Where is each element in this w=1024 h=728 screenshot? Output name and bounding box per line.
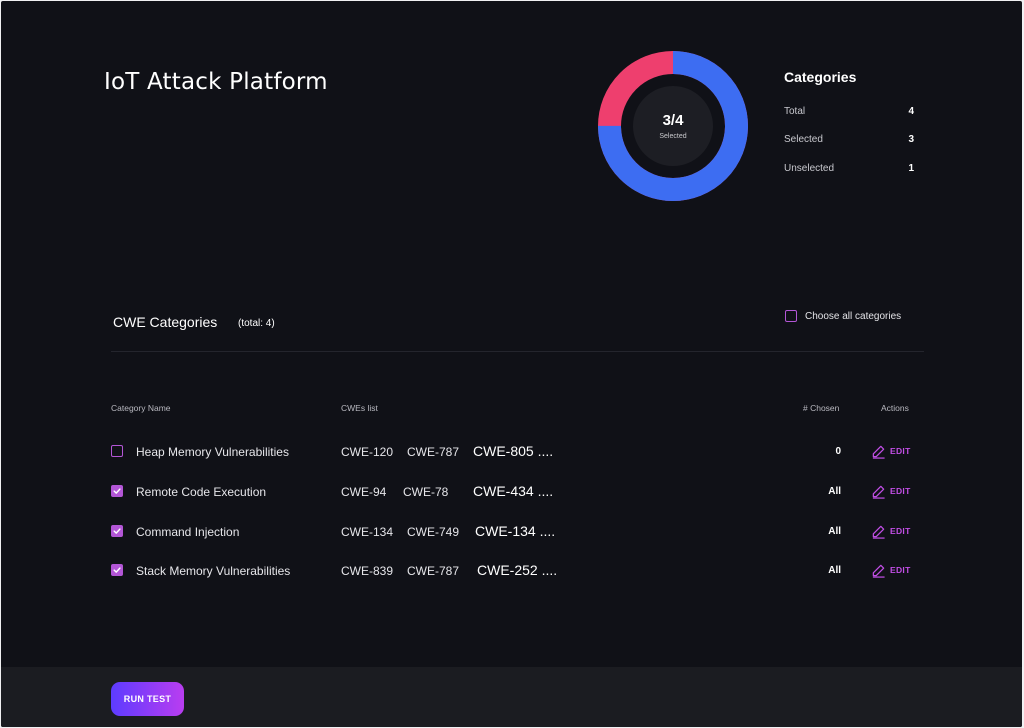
stat-total: Total 4 bbox=[784, 105, 914, 117]
row-checkbox[interactable] bbox=[111, 564, 123, 576]
cwe-total-count: (total: 4) bbox=[238, 318, 275, 329]
edit-button[interactable]: EDIT bbox=[871, 522, 911, 540]
category-name: Stack Memory Vulnerabilities bbox=[136, 564, 291, 578]
edit-label: EDIT bbox=[890, 446, 911, 456]
edit-button[interactable]: EDIT bbox=[871, 561, 911, 579]
column-header-category-name: Category Name bbox=[111, 403, 171, 413]
donut-svg bbox=[598, 51, 748, 201]
cwe-tag: CWE-134 bbox=[341, 525, 394, 539]
pencil-icon bbox=[872, 445, 885, 459]
stat-unselected: Unselected 1 bbox=[784, 162, 914, 174]
chosen-count: 0 bbox=[835, 446, 841, 457]
chosen-count: All bbox=[828, 565, 841, 576]
edit-button[interactable]: EDIT bbox=[871, 442, 911, 460]
column-header-cwes-list: CWEs list bbox=[341, 403, 378, 413]
cwe-tag: CWE-839 bbox=[341, 564, 394, 578]
category-name: Command Injection bbox=[136, 525, 240, 539]
stat-value: 4 bbox=[908, 105, 914, 117]
cwe-tag: CWE-787 bbox=[407, 445, 460, 459]
stat-label: Unselected bbox=[784, 162, 835, 174]
edit-label: EDIT bbox=[890, 526, 911, 536]
checkmark-icon bbox=[113, 488, 121, 494]
row-checkbox[interactable] bbox=[111, 485, 123, 497]
donut-value: 3/4 bbox=[662, 112, 684, 129]
cwe-tag: CWE-749 bbox=[407, 525, 460, 539]
edit-label: EDIT bbox=[890, 486, 911, 496]
categories-summary: Categories Total 4 Selected 3 Unselected… bbox=[784, 69, 914, 191]
choose-all-checkbox[interactable] bbox=[785, 310, 797, 322]
pencil-icon bbox=[872, 485, 885, 499]
table-row: Heap Memory Vulnerabilities CWE-120 CWE-… bbox=[1, 442, 1022, 462]
column-header-actions: Actions bbox=[881, 403, 909, 413]
category-name: Heap Memory Vulnerabilities bbox=[136, 445, 289, 459]
pencil-icon bbox=[872, 564, 885, 578]
choose-all-label: Choose all categories bbox=[805, 310, 902, 322]
cwe-section-title: CWE Categories bbox=[113, 314, 218, 330]
checkmark-icon bbox=[113, 567, 121, 573]
edit-label: EDIT bbox=[890, 565, 911, 575]
footer-bar: RUN TEST bbox=[1, 667, 1022, 727]
cwe-tag: CWE-134 .... bbox=[475, 523, 556, 539]
cwe-tag: CWE-787 bbox=[407, 564, 460, 578]
donut-center: 3/4 Selected bbox=[597, 50, 749, 202]
category-name: Remote Code Execution bbox=[136, 485, 267, 499]
stat-label: Selected bbox=[784, 134, 823, 145]
run-test-button[interactable]: RUN TEST bbox=[111, 682, 184, 716]
edit-button[interactable]: EDIT bbox=[871, 482, 911, 500]
section-divider bbox=[111, 351, 924, 352]
cwe-tag: CWE-252 .... bbox=[477, 562, 558, 578]
donut-selected-segment bbox=[598, 51, 748, 201]
stat-value: 3 bbox=[908, 134, 914, 145]
cwe-tag: CWE-434 .... bbox=[473, 483, 554, 499]
column-header-chosen: # Chosen bbox=[803, 403, 840, 413]
cwe-tag: CWE-805 .... bbox=[473, 443, 554, 459]
pencil-icon bbox=[872, 525, 885, 539]
row-checkbox[interactable] bbox=[111, 445, 123, 457]
stat-value: 1 bbox=[908, 162, 914, 174]
cwe-tag: CWE-94 bbox=[341, 485, 387, 499]
donut-center-disc bbox=[633, 86, 713, 166]
chosen-count: All bbox=[828, 526, 841, 537]
cwe-tag: CWE-120 bbox=[341, 445, 394, 459]
checkmark-icon bbox=[113, 528, 121, 534]
choose-all-categories[interactable]: Choose all categories bbox=[785, 310, 901, 322]
chosen-count: All bbox=[828, 486, 841, 497]
app-title: IoT Attack Platform bbox=[104, 69, 328, 95]
stat-selected: Selected 3 bbox=[784, 134, 914, 146]
table-row: Stack Memory Vulnerabilities CWE-839 CWE… bbox=[1, 561, 1022, 581]
donut-caption: Selected bbox=[659, 133, 687, 140]
cwe-tag: CWE-78 bbox=[403, 485, 449, 499]
selection-donut-chart: 3/4 Selected bbox=[597, 50, 749, 202]
table-row: Command Injection CWE-134 CWE-749 CWE-13… bbox=[1, 522, 1022, 542]
row-checkbox[interactable] bbox=[111, 525, 123, 537]
table-row: Remote Code Execution CWE-94 CWE-78 CWE-… bbox=[1, 482, 1022, 502]
categories-title: Categories bbox=[784, 69, 857, 85]
stat-label: Total bbox=[784, 105, 806, 117]
